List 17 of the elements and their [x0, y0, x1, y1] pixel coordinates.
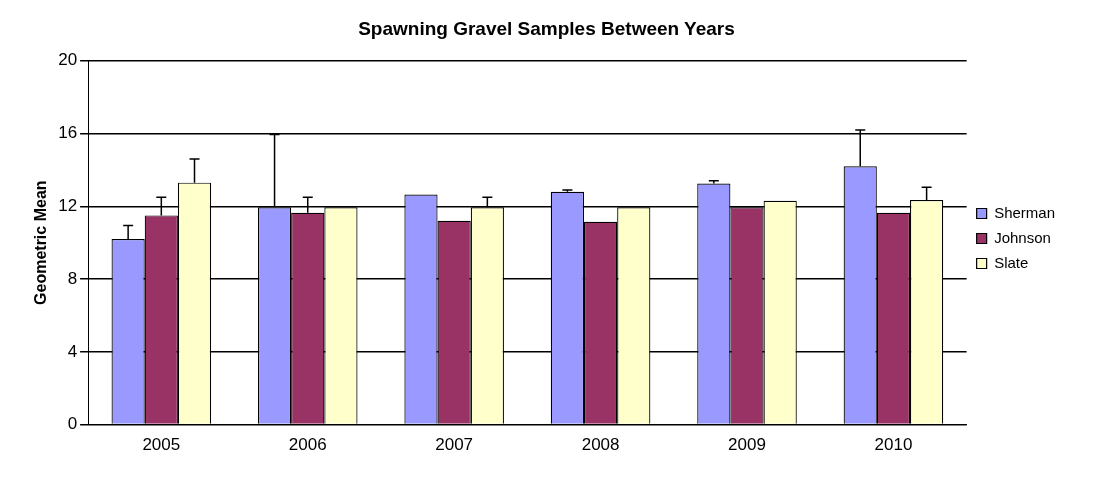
legend-label: Johnson — [994, 228, 1051, 246]
y-tick-label: 12 — [58, 196, 78, 216]
y-tick-label: 4 — [67, 341, 78, 361]
x-tick-label: 2007 — [435, 435, 474, 455]
y-axis-title: Geometric Mean — [32, 180, 50, 305]
x-tick-label: 2010 — [874, 435, 913, 455]
y-tick-label: 16 — [58, 123, 78, 143]
y-tick-label: 0 — [67, 414, 78, 434]
legend-label: Sherman — [994, 203, 1056, 221]
x-tick-label: 2009 — [728, 435, 766, 455]
chart-title: Spawning Gravel Samples Between Years — [358, 17, 735, 39]
x-tick-label: 2005 — [142, 435, 181, 455]
legend-label: Slate — [994, 253, 1029, 271]
y-tick-label: 20 — [58, 50, 78, 70]
y-tick-label: 8 — [67, 268, 78, 288]
x-tick-label: 2006 — [288, 435, 327, 455]
x-tick-label: 2008 — [581, 435, 620, 455]
